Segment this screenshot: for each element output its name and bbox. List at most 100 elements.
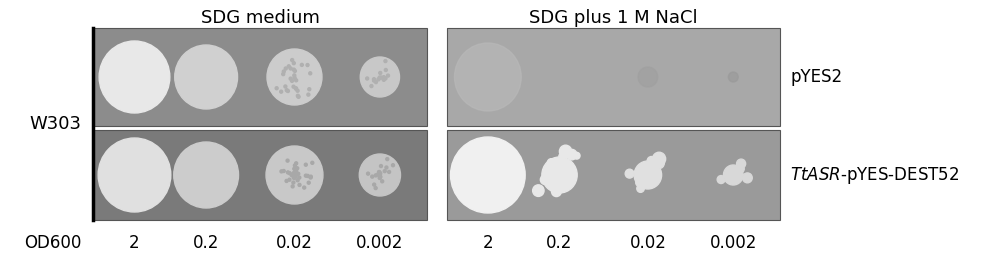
- Circle shape: [175, 45, 238, 109]
- Circle shape: [280, 90, 283, 93]
- Circle shape: [284, 85, 287, 88]
- Circle shape: [381, 180, 384, 183]
- Circle shape: [294, 172, 297, 175]
- Circle shape: [293, 171, 296, 174]
- Text: 0.002: 0.002: [710, 234, 757, 252]
- Circle shape: [559, 145, 572, 158]
- Circle shape: [743, 173, 752, 183]
- Circle shape: [292, 176, 295, 179]
- Circle shape: [288, 178, 291, 181]
- Circle shape: [653, 157, 664, 169]
- Circle shape: [285, 179, 288, 183]
- Circle shape: [542, 157, 577, 193]
- Circle shape: [295, 79, 298, 82]
- Circle shape: [292, 85, 295, 88]
- Circle shape: [294, 175, 297, 178]
- Circle shape: [289, 67, 292, 70]
- Circle shape: [304, 163, 307, 166]
- Circle shape: [307, 181, 310, 184]
- Circle shape: [292, 173, 295, 176]
- Circle shape: [374, 187, 377, 190]
- Circle shape: [291, 79, 293, 82]
- Circle shape: [547, 159, 555, 167]
- Text: 0.2: 0.2: [193, 234, 219, 252]
- Circle shape: [359, 154, 401, 196]
- Bar: [93, 130, 427, 220]
- Circle shape: [384, 69, 387, 71]
- Circle shape: [625, 169, 634, 178]
- Circle shape: [723, 165, 743, 185]
- Bar: [447, 28, 780, 126]
- Circle shape: [293, 76, 296, 79]
- Circle shape: [451, 137, 525, 213]
- Circle shape: [304, 174, 307, 177]
- Circle shape: [638, 67, 658, 87]
- Circle shape: [306, 174, 309, 177]
- Bar: [93, 28, 427, 126]
- Circle shape: [293, 172, 296, 175]
- Circle shape: [559, 153, 566, 160]
- Circle shape: [291, 59, 294, 61]
- Circle shape: [382, 78, 385, 81]
- Text: 0.2: 0.2: [546, 234, 573, 252]
- Circle shape: [385, 166, 388, 169]
- Circle shape: [282, 169, 285, 173]
- Circle shape: [373, 79, 376, 82]
- Circle shape: [295, 170, 298, 173]
- Text: 2: 2: [483, 234, 493, 252]
- Circle shape: [379, 175, 382, 178]
- Circle shape: [737, 159, 746, 168]
- Circle shape: [267, 49, 322, 105]
- Circle shape: [293, 164, 296, 167]
- Circle shape: [567, 149, 577, 160]
- Circle shape: [174, 142, 239, 208]
- Text: SDG plus 1 M NaCl: SDG plus 1 M NaCl: [529, 9, 698, 27]
- Circle shape: [309, 72, 312, 75]
- Circle shape: [292, 181, 295, 184]
- Circle shape: [296, 167, 299, 170]
- Circle shape: [373, 78, 375, 81]
- Circle shape: [370, 84, 373, 88]
- Circle shape: [293, 69, 296, 72]
- Circle shape: [298, 183, 301, 186]
- Text: SDG medium: SDG medium: [201, 9, 320, 27]
- Circle shape: [533, 185, 544, 196]
- Circle shape: [294, 87, 297, 90]
- Circle shape: [373, 183, 376, 186]
- Circle shape: [293, 74, 296, 77]
- Circle shape: [653, 152, 666, 166]
- Circle shape: [297, 172, 300, 175]
- Circle shape: [379, 172, 382, 175]
- Circle shape: [573, 152, 580, 159]
- Circle shape: [377, 171, 380, 174]
- Circle shape: [288, 172, 291, 175]
- Circle shape: [374, 81, 377, 84]
- Circle shape: [296, 179, 299, 182]
- Circle shape: [307, 93, 310, 96]
- Circle shape: [366, 77, 369, 80]
- Text: pYES2: pYES2: [790, 68, 842, 86]
- Circle shape: [540, 57, 579, 97]
- Text: 0.02: 0.02: [276, 234, 313, 252]
- Circle shape: [377, 173, 380, 176]
- Circle shape: [636, 179, 642, 186]
- Circle shape: [382, 76, 385, 79]
- Circle shape: [647, 156, 656, 165]
- Circle shape: [306, 63, 309, 67]
- Circle shape: [286, 171, 289, 174]
- Circle shape: [303, 186, 306, 189]
- Circle shape: [392, 164, 394, 167]
- Circle shape: [285, 89, 288, 92]
- Text: 0.002: 0.002: [356, 234, 404, 252]
- Circle shape: [282, 70, 285, 73]
- Bar: [93, 130, 427, 220]
- Circle shape: [275, 87, 278, 90]
- Circle shape: [374, 174, 377, 177]
- Circle shape: [293, 176, 296, 179]
- Text: 0.02: 0.02: [629, 234, 666, 252]
- Circle shape: [637, 185, 644, 192]
- Circle shape: [286, 159, 289, 162]
- Circle shape: [266, 146, 323, 204]
- Circle shape: [300, 63, 303, 66]
- Circle shape: [377, 78, 380, 81]
